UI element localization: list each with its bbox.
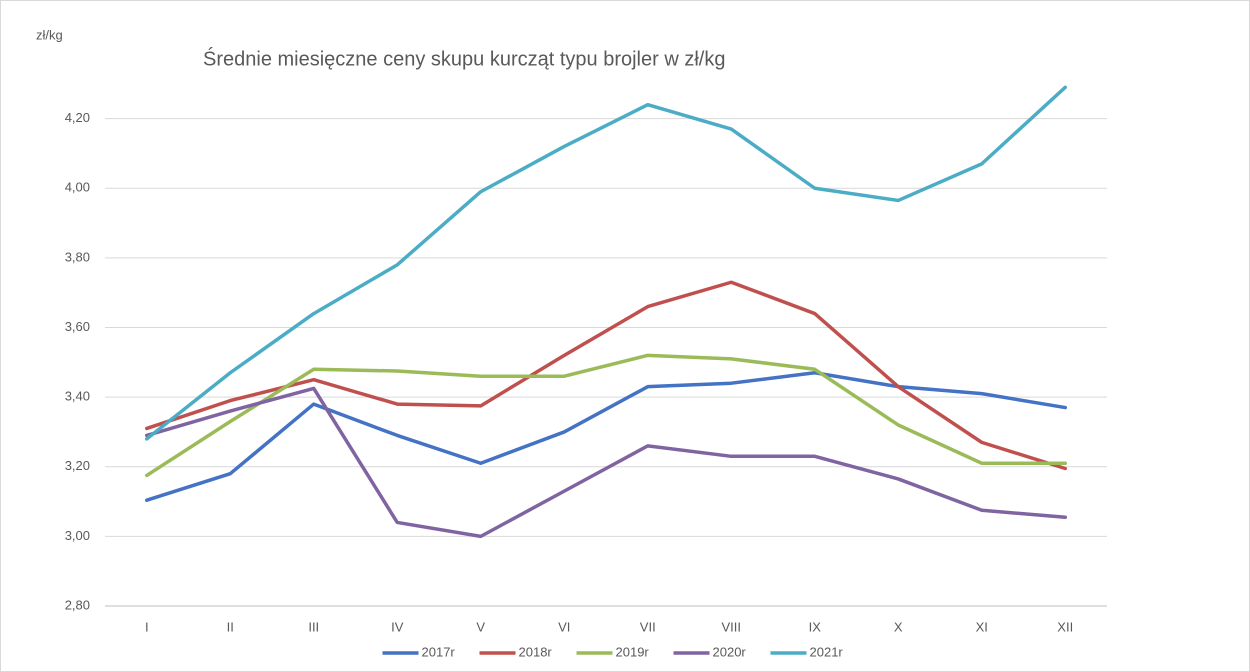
y-tick-label: 4,00 xyxy=(65,180,90,195)
y-tick-label: 3,40 xyxy=(65,389,90,404)
series-line xyxy=(145,280,1067,471)
x-tick-label: II xyxy=(227,619,234,634)
x-tick-label: I xyxy=(145,619,149,634)
legend-label: 2018r xyxy=(519,644,553,659)
legend-label: 2017r xyxy=(422,644,456,659)
series-line xyxy=(145,371,1067,502)
chart-title: Średnie miesięczne ceny skupu kurcząt ty… xyxy=(203,46,725,70)
legend-label: 2021r xyxy=(810,644,844,659)
y-tick-label: 3,20 xyxy=(65,458,90,473)
series-line xyxy=(145,353,1067,478)
x-tick-label: IX xyxy=(809,619,822,634)
series-line xyxy=(145,85,1067,441)
x-tick-label: XI xyxy=(976,619,988,634)
legend-label: 2019r xyxy=(616,644,650,659)
x-tick-label: V xyxy=(476,619,485,634)
x-tick-label: VIII xyxy=(721,619,741,634)
x-tick-label: IV xyxy=(391,619,404,634)
x-tick-label: X xyxy=(894,619,903,634)
y-tick-label: 3,60 xyxy=(65,319,90,334)
x-tick-label: VI xyxy=(558,619,570,634)
x-tick-label: VII xyxy=(640,619,656,634)
y-tick-label: 3,80 xyxy=(65,249,90,264)
legend-label: 2020r xyxy=(713,644,747,659)
y-tick-label: 4,20 xyxy=(65,110,90,125)
series-line xyxy=(145,386,1067,539)
x-tick-label: III xyxy=(308,619,319,634)
x-tick-label: XII xyxy=(1057,619,1073,634)
y-tick-label: 3,00 xyxy=(65,528,90,543)
y-axis-label: zł/kg xyxy=(36,27,63,42)
y-tick-label: 2,80 xyxy=(65,597,90,612)
